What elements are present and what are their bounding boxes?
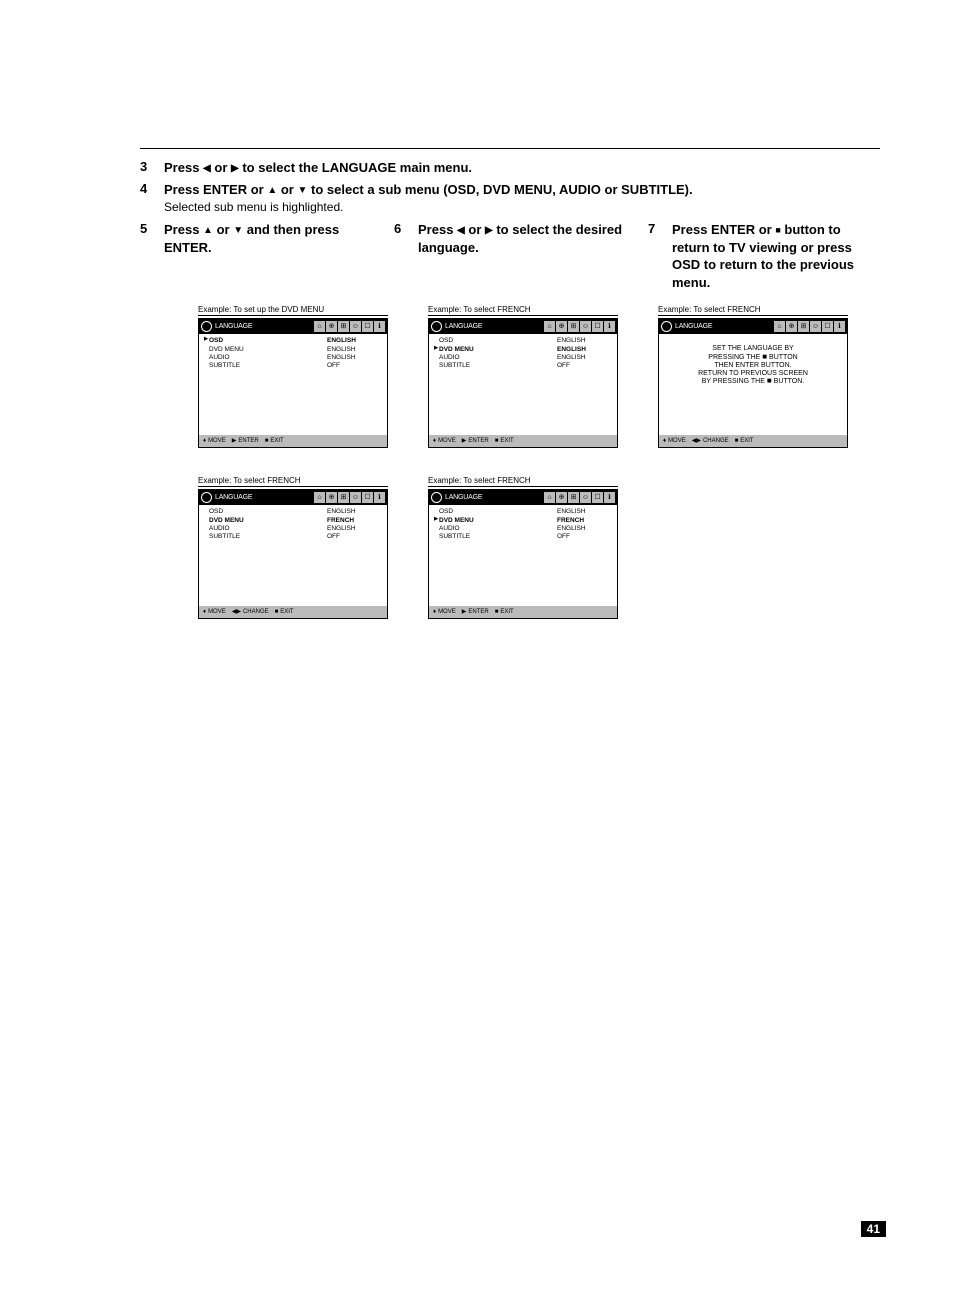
panel-header: LANGUAGE ⌂ ⊕ ⊞ ☺ ☐ ℹ <box>429 319 617 334</box>
panel-title: LANGUAGE <box>445 494 544 502</box>
up-icon: ▲ <box>267 185 277 196</box>
sun-icon <box>431 492 442 503</box>
right-icon: ▶ <box>231 163 239 174</box>
menu-row: SUBTITLEOFF <box>203 362 383 369</box>
down-icon: ▼ <box>233 225 243 236</box>
panel-title: LANGUAGE <box>215 323 314 331</box>
right-icon: ▶ <box>485 225 493 236</box>
panel-header: LANGUAGE ⌂ ⊕ ⊞ ☺ ☐ ℹ <box>199 490 387 505</box>
menu-row: AUDIOENGLISH <box>433 525 613 532</box>
menu-row: SUBTITLEOFF <box>433 362 613 369</box>
panel-5: Example: To select FRENCH LANGUAGE ⌂ ⊕ ⊞… <box>428 476 618 619</box>
menu-row: DVD MENUENGLISH <box>203 346 383 353</box>
panel-title: LANGUAGE <box>675 323 774 331</box>
page-number: 41 <box>861 1221 886 1237</box>
panel-header: LANGUAGE ⌂ ⊕ ⊞ ☺ ☐ ℹ <box>659 319 847 334</box>
panel-caption: Example: To select FRENCH <box>198 476 388 487</box>
tab-icon: ☺ <box>350 321 361 332</box>
tab-icon: ℹ <box>374 321 385 332</box>
tab-icons: ⌂ ⊕ ⊞ ☺ ☐ ℹ <box>544 321 615 332</box>
panel-footer: ♦MOVE ▶ENTER ■EXIT <box>429 435 617 447</box>
menu-row: OSDENGLISH <box>433 508 613 515</box>
sun-icon <box>201 492 212 503</box>
step-text: Press ENTER or <box>164 182 267 197</box>
step-6: 6 Press ◀ or ▶ to select the desired lan… <box>394 221 626 256</box>
left-icon: ◀ <box>457 225 465 236</box>
step-num: 3 <box>140 159 164 174</box>
panel-caption: Example: To select FRENCH <box>658 305 848 316</box>
step-text: or <box>214 160 231 175</box>
step-text: or <box>217 222 234 237</box>
panel-footer: ♦MOVE ◀▶CHANGE ■EXIT <box>199 606 387 618</box>
menu-row: AUDIOENGLISH <box>203 525 383 532</box>
step-num: 6 <box>394 221 418 236</box>
updown-icon: ♦ <box>203 438 206 445</box>
step-7: 7 Press ENTER or ■ button to return to T… <box>648 221 880 291</box>
step-text: to select the LANGUAGE main menu. <box>242 160 472 175</box>
tab-icons: ⌂ ⊕ ⊞ ☺ ☐ ℹ <box>544 492 615 503</box>
down-icon: ▼ <box>297 185 307 196</box>
menu-row: SUBTITLEOFF <box>433 533 613 540</box>
panel-caption: Example: To select FRENCH <box>428 476 618 487</box>
tab-icon: ⊕ <box>326 321 337 332</box>
tab-icon: ☐ <box>362 321 373 332</box>
step-text: or <box>468 222 485 237</box>
stop-icon: ■ <box>265 438 269 445</box>
panel-caption: Example: To set up the DVD MENU <box>198 305 388 316</box>
right-icon: ▶ <box>232 438 237 445</box>
tab-icons: ⌂ ⊕ ⊞ ☺ ☐ ℹ <box>314 492 385 503</box>
sun-icon <box>201 321 212 332</box>
step-num: 5 <box>140 221 164 236</box>
step-5: 5 Press ▲ or ▼ and then press ENTER. <box>140 221 372 256</box>
step-text: Press ENTER or <box>672 222 775 237</box>
left-icon: ◀ <box>203 163 211 174</box>
step-text: or <box>281 182 298 197</box>
tab-icons: ⌂ ⊕ ⊞ ☺ ☐ ℹ <box>774 321 845 332</box>
panel-message: SET THE LANGUAGE BY PRESSING THE ■ BUTTO… <box>663 345 843 386</box>
tab-icon: ⊞ <box>338 321 349 332</box>
panel-title: LANGUAGE <box>215 494 314 502</box>
step-text: Press <box>164 160 203 175</box>
step-sub: Selected sub menu is highlighted. <box>164 199 880 215</box>
sun-icon <box>661 321 672 332</box>
panel-caption: Example: To select FRENCH <box>428 305 618 316</box>
sun-icon <box>431 321 442 332</box>
panel-header: LANGUAGE ⌂ ⊕ ⊞ ☺ ☐ ℹ <box>429 490 617 505</box>
stop-icon: ■ <box>775 225 780 235</box>
step-text: to select a sub menu (OSD, DVD MENU, AUD… <box>311 182 693 197</box>
menu-row: SUBTITLEOFF <box>203 533 383 540</box>
step-num: 4 <box>140 181 164 196</box>
menu-row: ▶DVD MENUENGLISH <box>433 346 613 353</box>
menu-row: AUDIOENGLISH <box>433 354 613 361</box>
step-text: Press <box>164 222 203 237</box>
step-num: 7 <box>648 221 672 236</box>
up-icon: ▲ <box>203 225 213 236</box>
step-4: 4 Press ENTER or ▲ or ▼ to select a sub … <box>140 181 880 216</box>
step-text: Press <box>418 222 457 237</box>
menu-row: ▶OSDENGLISH <box>203 337 383 344</box>
step-3: 3 Press ◀ or ▶ to select the LANGUAGE ma… <box>140 159 880 177</box>
panel-header: LANGUAGE ⌂ ⊕ ⊞ ☺ ☐ ℹ <box>199 319 387 334</box>
menu-row: OSDENGLISH <box>433 337 613 344</box>
panel-title: LANGUAGE <box>445 323 544 331</box>
tab-icons: ⌂ ⊕ ⊞ ☺ ☐ ℹ <box>314 321 385 332</box>
menu-row: DVD MENUFRENCH <box>203 517 383 524</box>
panel-2: Example: To select FRENCH LANGUAGE ⌂ ⊕ ⊞… <box>428 305 618 448</box>
menu-row: ▶DVD MENUFRENCH <box>433 517 613 524</box>
menu-row: AUDIOENGLISH <box>203 354 383 361</box>
panel-footer: ♦MOVE ▶ENTER ■EXIT <box>429 606 617 618</box>
panel-footer: ♦MOVE ▶ENTER ■EXIT <box>199 435 387 447</box>
menu-row: OSDENGLISH <box>203 508 383 515</box>
panel-4: Example: To select FRENCH LANGUAGE ⌂ ⊕ ⊞… <box>198 476 388 619</box>
tab-icon: ⌂ <box>314 321 325 332</box>
panel-3: Example: To select FRENCH LANGUAGE ⌂ ⊕ ⊞… <box>658 305 848 448</box>
panel-footer: ♦MOVE ◀▶CHANGE ■EXIT <box>659 435 847 447</box>
panel-1: Example: To set up the DVD MENU LANGUAGE… <box>198 305 388 448</box>
